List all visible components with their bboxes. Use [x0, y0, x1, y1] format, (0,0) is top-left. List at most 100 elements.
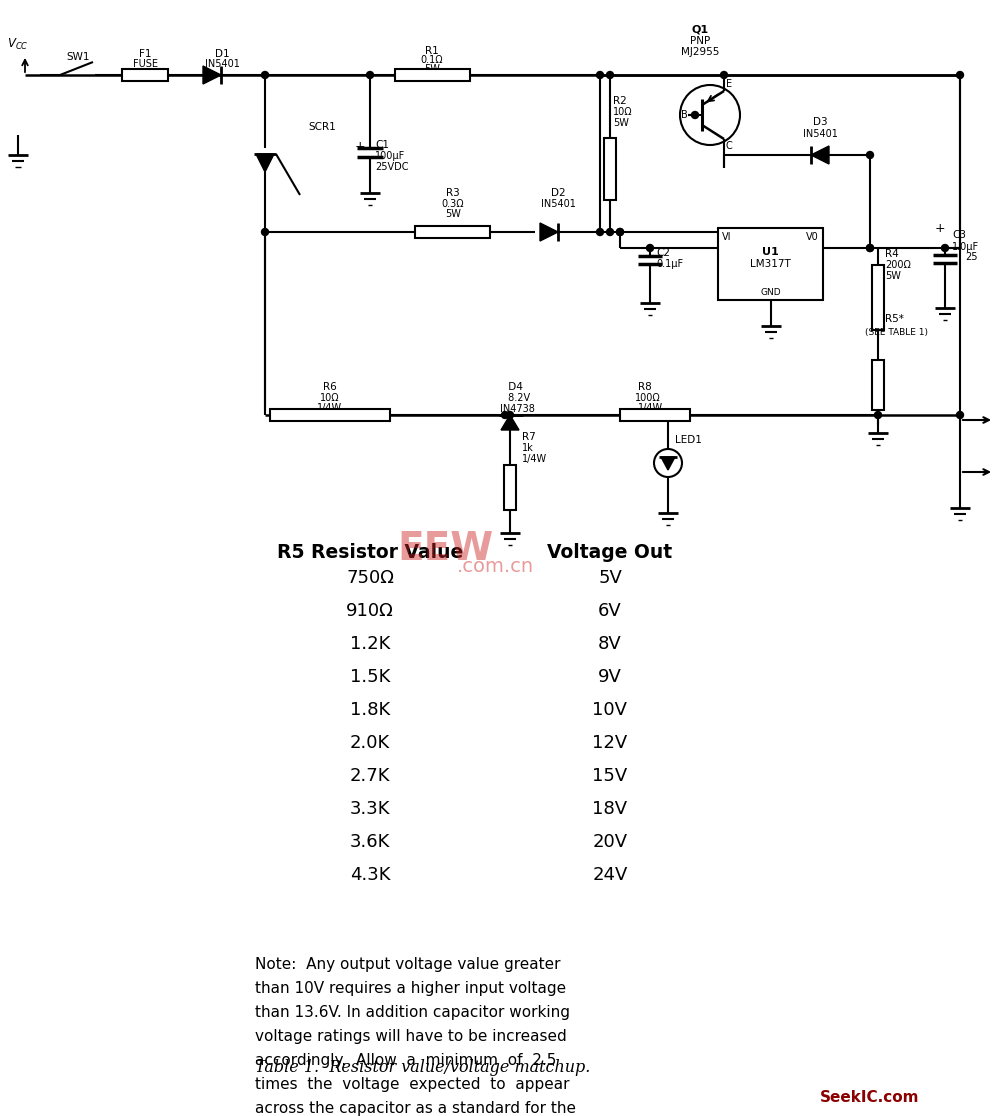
Text: D3: D3 — [813, 117, 827, 127]
Bar — [415, 227, 490, 238]
Text: than 13.6V. In addition capacitor working: than 13.6V. In addition capacitor workin… — [255, 1006, 570, 1020]
Text: 8V: 8V — [598, 635, 622, 653]
Text: 1.0μF: 1.0μF — [952, 242, 979, 252]
Text: 1/4W: 1/4W — [638, 403, 663, 413]
Text: Table 1.  Resistor value/voltage matchup.: Table 1. Resistor value/voltage matchup. — [255, 1059, 590, 1077]
Text: 18V: 18V — [592, 800, 627, 818]
Text: R7: R7 — [522, 432, 536, 442]
Text: U1: U1 — [762, 247, 779, 257]
Text: 2.0K: 2.0K — [350, 734, 390, 752]
Text: 1/4W: 1/4W — [317, 403, 343, 413]
Text: 5W: 5W — [424, 64, 440, 74]
Circle shape — [875, 412, 882, 418]
Circle shape — [367, 71, 374, 78]
Bar — [122, 69, 168, 81]
Text: Note:  Any output voltage value greater: Note: Any output voltage value greater — [255, 958, 561, 972]
Polygon shape — [256, 154, 274, 172]
Circle shape — [867, 244, 874, 251]
Circle shape — [692, 112, 699, 118]
Text: Voltage Out: Voltage Out — [548, 543, 673, 562]
Text: R3: R3 — [446, 187, 460, 198]
Text: 24V: 24V — [592, 866, 627, 884]
Text: 0.3Ω: 0.3Ω — [441, 199, 464, 209]
Circle shape — [507, 412, 514, 418]
Text: .com.cn: .com.cn — [456, 558, 534, 577]
Circle shape — [261, 229, 268, 235]
Circle shape — [596, 71, 603, 78]
Bar — [270, 408, 390, 421]
Text: 12V: 12V — [592, 734, 627, 752]
Text: 1.5K: 1.5K — [350, 668, 391, 686]
Text: 10V: 10V — [592, 701, 627, 719]
Text: MJ2955: MJ2955 — [681, 47, 720, 57]
Circle shape — [867, 152, 874, 158]
Text: than 10V requires a higher input voltage: than 10V requires a higher input voltage — [255, 981, 567, 997]
Text: accordingly.  Allow  a  minimum  of  2.5: accordingly. Allow a minimum of 2.5 — [255, 1054, 557, 1068]
Text: 5W: 5W — [445, 209, 461, 219]
Text: (SEE TABLE 1): (SEE TABLE 1) — [865, 328, 928, 337]
Text: across the capacitor as a standard for the: across the capacitor as a standard for t… — [255, 1101, 576, 1116]
Text: D4: D4 — [505, 382, 523, 392]
Text: 25VDC: 25VDC — [375, 162, 409, 172]
Text: 9V: 9V — [598, 668, 622, 686]
Text: FUSE: FUSE — [132, 59, 157, 69]
Text: R5 Resistor Value: R5 Resistor Value — [277, 543, 463, 562]
Text: 100Ω: 100Ω — [635, 393, 661, 403]
Text: 1k: 1k — [522, 443, 534, 453]
Text: 910Ω: 910Ω — [346, 602, 394, 620]
Polygon shape — [540, 223, 558, 241]
Text: +: + — [355, 140, 366, 153]
Text: D1: D1 — [215, 49, 230, 59]
Text: EEW: EEW — [397, 530, 493, 568]
Bar — [395, 69, 470, 81]
Text: 10Ω: 10Ω — [613, 107, 632, 117]
Text: 3.3K: 3.3K — [350, 800, 391, 818]
Text: R5*: R5* — [885, 314, 904, 324]
Text: 3.6K: 3.6K — [350, 833, 391, 852]
Text: C: C — [726, 141, 733, 151]
Text: B: B — [681, 110, 688, 121]
Text: 5W: 5W — [885, 271, 901, 281]
Bar — [604, 138, 616, 200]
Text: 100μF: 100μF — [375, 151, 406, 161]
Text: 10Ω: 10Ω — [320, 393, 340, 403]
Circle shape — [606, 229, 613, 235]
Bar — [620, 408, 690, 421]
Text: F1: F1 — [139, 49, 151, 59]
Bar — [504, 465, 516, 510]
Text: GND: GND — [760, 288, 781, 297]
Text: 20V: 20V — [592, 833, 627, 852]
Text: SeekIC.com: SeekIC.com — [820, 1090, 919, 1106]
Text: 4.3K: 4.3K — [350, 866, 391, 884]
Circle shape — [596, 229, 603, 235]
Text: $V_{CC}$: $V_{CC}$ — [7, 37, 29, 51]
Circle shape — [867, 244, 874, 251]
Text: 15V: 15V — [592, 767, 627, 785]
Circle shape — [941, 244, 948, 251]
Text: 0.1Ω: 0.1Ω — [420, 55, 443, 65]
Text: D2: D2 — [551, 187, 566, 198]
Circle shape — [956, 412, 963, 418]
Text: Q1: Q1 — [692, 25, 709, 33]
Text: 8.2V: 8.2V — [505, 393, 530, 403]
Circle shape — [956, 71, 963, 78]
Text: R4: R4 — [885, 249, 899, 259]
Circle shape — [616, 229, 623, 235]
Circle shape — [646, 244, 653, 251]
Polygon shape — [203, 66, 221, 84]
Text: LM317T: LM317T — [750, 259, 791, 269]
Circle shape — [261, 71, 268, 78]
Text: 1.8K: 1.8K — [350, 701, 390, 719]
Polygon shape — [501, 415, 519, 430]
Text: 1/4W: 1/4W — [522, 454, 547, 464]
Text: 25: 25 — [965, 252, 977, 262]
Bar — [872, 360, 884, 410]
Text: R2: R2 — [613, 96, 627, 106]
Text: V0: V0 — [806, 232, 819, 242]
Text: R8: R8 — [638, 382, 652, 392]
Text: LED1: LED1 — [675, 435, 702, 445]
Text: 200Ω: 200Ω — [885, 260, 911, 270]
Text: R1: R1 — [425, 46, 439, 56]
Text: 0.1μF: 0.1μF — [656, 259, 683, 269]
Text: 750Ω: 750Ω — [346, 569, 394, 587]
